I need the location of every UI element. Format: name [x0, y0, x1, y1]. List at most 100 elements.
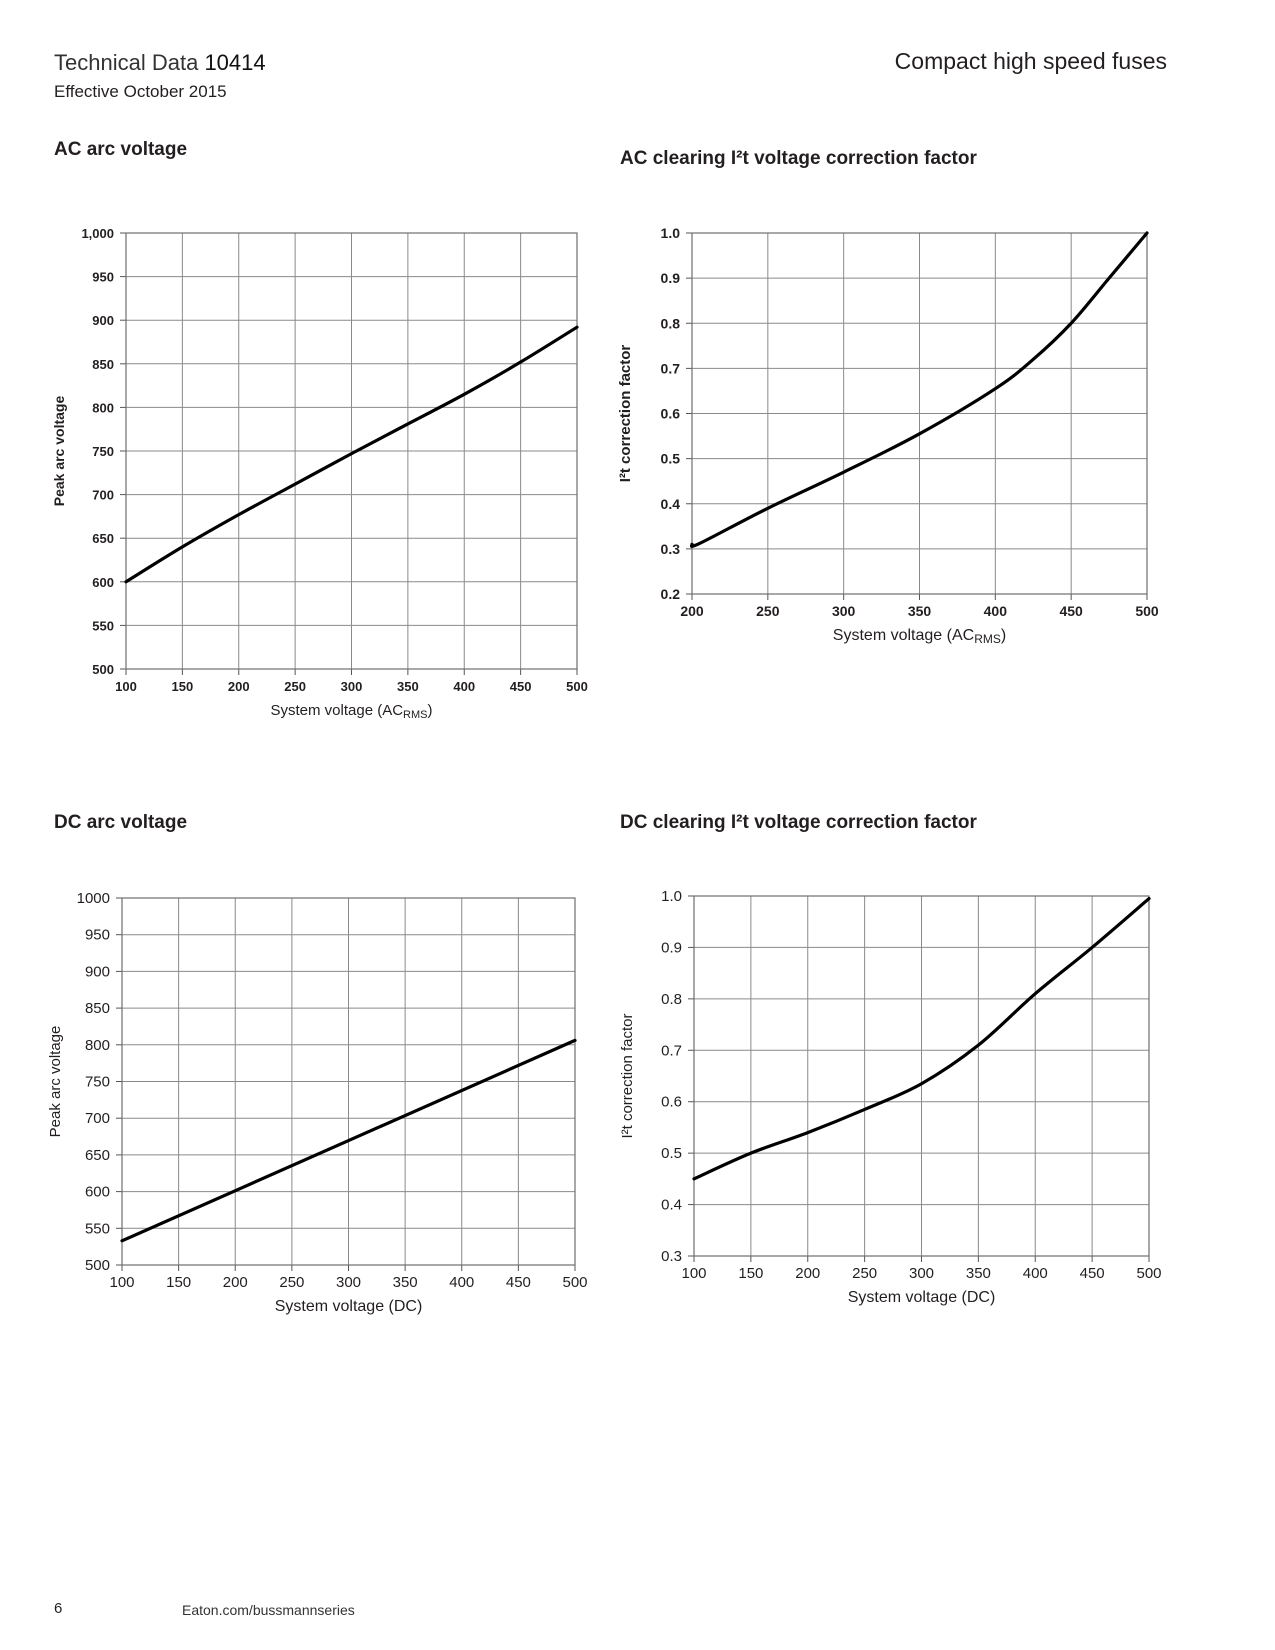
dc-i2t-ytick-label-3: 0.6	[661, 1094, 682, 1111]
ac-arc-xtick-label-1: 150	[172, 679, 194, 694]
effective-date: Effective October 2015	[54, 82, 227, 102]
dc-i2t-xtick-label-8: 500	[1136, 1265, 1161, 1282]
ac-i2t-ytick-label-5: 0.7	[661, 360, 681, 376]
chart-title-ac-i2t: AC clearing I²t voltage correction facto…	[620, 148, 977, 169]
ac-arc-ytick-label-9: 950	[92, 270, 114, 285]
ac-arc-plot-frame	[125, 232, 578, 670]
ac-arc-ytick-label-4: 700	[92, 488, 114, 503]
dc-arc-xtick-label-2: 200	[223, 1274, 248, 1291]
dc-i2t-xtick-label-0: 100	[681, 1265, 706, 1282]
dc-arc-xtick-label-1: 150	[166, 1274, 191, 1291]
dc-arc-xtick-label-6: 400	[449, 1274, 474, 1291]
dc-i2t-ytick-label-1: 0.4	[661, 1197, 682, 1214]
ac-i2t-xtick-label-1: 250	[756, 603, 780, 619]
ac-arc-xtick-label-8: 500	[566, 679, 588, 694]
ac-arc-ytick-label-1: 550	[92, 618, 114, 633]
dc-i2t-xtick-label-7: 450	[1080, 1265, 1105, 1282]
dc-arc-xtick-label-3: 250	[279, 1274, 304, 1291]
dc-i2t-ytick-label-4: 0.7	[661, 1042, 682, 1059]
ac-arc-xtick-label-6: 400	[453, 679, 475, 694]
product-name: Compact high speed fuses	[894, 48, 1167, 74]
dc-arc-xtick-label-0: 100	[109, 1274, 134, 1291]
dc-arc-xtick-label-8: 500	[562, 1274, 587, 1291]
dc-i2t-ytick-label-5: 0.8	[661, 991, 682, 1008]
chart-title-dc-arc: DC arc voltage	[54, 812, 188, 833]
ac-arc-series-line-0	[124, 325, 579, 584]
ac-i2t-xtick-label-3: 350	[908, 603, 932, 619]
ac-i2t-ytick-label-7: 0.9	[661, 270, 681, 286]
ac-arc-ytick-label-7: 850	[92, 357, 114, 372]
page-number: 6	[54, 1600, 63, 1617]
ac-arc-plot: 100 150 200 250 300 350 400 450 500 500 550 600 650 7…	[51, 226, 588, 721]
dc-arc-ytick-label-6: 800	[85, 1037, 110, 1054]
doc-title-label: Technical Data	[54, 50, 199, 75]
ac-i2t-ytick-label-0: 0.2	[661, 586, 681, 602]
dc-arc-ytick-label-10: 1000	[77, 890, 110, 907]
ac-i2t-yaxis-label: I²t correction factor	[617, 345, 634, 483]
ac-arc-xaxis-label: System voltage (ACRMS)	[271, 702, 433, 721]
ac-i2t-xaxis-label: System voltage (ACRMS)	[833, 627, 1006, 646]
dc-i2t-xaxis-label: System voltage (DC)	[848, 1289, 996, 1306]
ac-i2t-plot-frame	[691, 232, 1148, 595]
ac-arc-xtick-label-7: 450	[510, 679, 532, 694]
ac-arc-ytick-label-5: 750	[92, 444, 114, 459]
ac-i2t-xtick-label-0: 200	[680, 603, 704, 619]
dc-i2t-plot: 100 150 200 250 300 350 400 450 500 0.3 0.4 0.5 0.6 0…	[619, 888, 1162, 1306]
ac-i2t-plot: 200 250 300 350 400 450 500 0.2 0.3 0.4 0.5 0.6 0.7 0…	[617, 225, 1159, 646]
ac-arc-ytick-label-10: 1,000	[81, 226, 114, 241]
ac-arc-xtick-label-5: 350	[397, 679, 419, 694]
dc-i2t-ytick-label-6: 0.9	[661, 939, 682, 956]
dc-i2t-ytick-label-2: 0.5	[661, 1145, 682, 1162]
ac-i2t-ytick-label-8: 1.0	[661, 225, 681, 241]
ac-i2t-ytick-label-3: 0.5	[661, 451, 681, 467]
dc-i2t-xtick-label-1: 150	[738, 1265, 763, 1282]
ac-arc-ytick-label-0: 500	[92, 662, 114, 677]
footer-url[interactable]: Eaton.com/bussmannseries	[182, 1602, 355, 1618]
dc-i2t-xtick-label-4: 300	[909, 1265, 934, 1282]
dc-arc-ytick-label-3: 650	[85, 1147, 110, 1164]
doc-title: Technical Data 10414	[54, 50, 266, 76]
dc-arc-ytick-label-1: 550	[85, 1220, 110, 1237]
dc-i2t-yaxis-label: I²t correction factor	[619, 1013, 636, 1138]
dc-i2t-xtick-label-2: 200	[795, 1265, 820, 1282]
dc-arc-ytick-label-8: 900	[85, 963, 110, 980]
dc-i2t-plot-frame	[693, 895, 1150, 1257]
dc-arc-ytick-label-5: 750	[85, 1074, 110, 1091]
dc-i2t-xtick-label-3: 250	[852, 1265, 877, 1282]
dc-i2t-ytick-label-7: 1.0	[661, 888, 682, 905]
ac-arc-xtick-label-4: 300	[341, 679, 363, 694]
dc-arc-ytick-label-2: 600	[85, 1184, 110, 1201]
ac-arc-yaxis-label: Peak arc voltage	[51, 396, 67, 507]
ac-i2t-series-line-0	[689, 231, 1149, 548]
dc-i2t-series-line-0	[692, 896, 1151, 1181]
ac-i2t-ytick-label-2: 0.4	[661, 496, 681, 512]
dc-arc-xaxis-label: System voltage (DC)	[275, 1298, 423, 1315]
ac-arc-ytick-label-8: 900	[92, 313, 114, 328]
chart-title-dc-i2t: DC clearing I²t voltage correction facto…	[620, 812, 977, 833]
ac-arc-ytick-label-6: 800	[92, 400, 114, 415]
chart-title-ac-arc: AC arc voltage	[54, 139, 188, 160]
dc-i2t-xtick-label-5: 350	[966, 1265, 991, 1282]
dc-arc-plot-frame	[121, 897, 576, 1266]
dc-i2t-ytick-label-0: 0.3	[661, 1248, 682, 1265]
ac-i2t-xtick-label-2: 300	[832, 603, 856, 619]
dc-arc-ytick-label-7: 850	[85, 1000, 110, 1017]
ac-i2t-ytick-label-6: 0.8	[661, 315, 681, 331]
ac-arc-ytick-label-3: 650	[92, 531, 114, 546]
ac-i2t-ytick-label-4: 0.6	[661, 406, 681, 422]
dc-arc-series-line-0	[120, 1038, 577, 1243]
dc-arc-xtick-label-7: 450	[506, 1274, 531, 1291]
page-header: Technical Data 10414 Effective October 2…	[54, 50, 266, 102]
dc-arc-ytick-label-0: 500	[85, 1257, 110, 1274]
dc-i2t-xtick-label-6: 400	[1023, 1265, 1048, 1282]
ac-arc-xtick-label-3: 250	[284, 679, 306, 694]
ac-i2t-xtick-label-4: 400	[984, 603, 1008, 619]
doc-number: 10414	[204, 50, 266, 75]
ac-arc-ytick-label-2: 600	[92, 575, 114, 590]
dc-arc-plot: 100 150 200 250 300 350 400 450 500 500 550 600 650 7…	[47, 890, 588, 1315]
dc-arc-xtick-label-5: 350	[393, 1274, 418, 1291]
ac-arc-xtick-label-0: 100	[115, 679, 137, 694]
dc-arc-xtick-label-4: 300	[336, 1274, 361, 1291]
ac-i2t-ytick-label-1: 0.3	[661, 541, 681, 557]
